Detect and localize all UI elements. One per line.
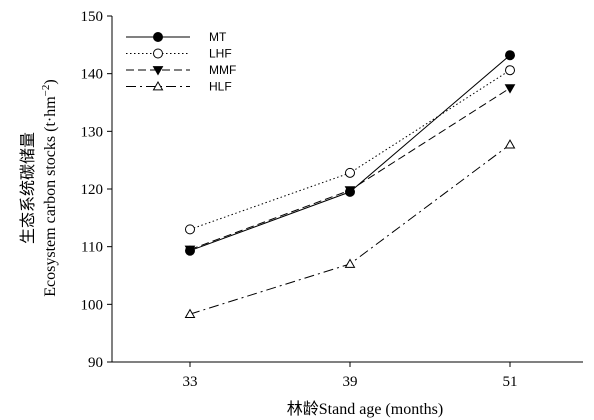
x-tick-label: 39 xyxy=(343,374,358,390)
series-line xyxy=(189,54,511,252)
legend: MT LHF MMF HLF xyxy=(126,30,236,94)
data-point xyxy=(153,32,163,42)
legend-item-mmf: MMF xyxy=(126,63,236,77)
legend-label: MMF xyxy=(209,63,236,77)
x-axis-label: 林龄Stand age (months) xyxy=(287,400,443,418)
data-point xyxy=(505,50,515,61)
series-layer xyxy=(184,50,516,319)
series-line xyxy=(189,69,511,230)
axes: 90 100 110 120 130 140 150 33 39 51 xyxy=(81,9,583,390)
y-tick-label: 140 xyxy=(81,67,104,83)
data-point xyxy=(184,308,196,319)
data-point xyxy=(344,258,356,268)
x-tick-label: 33 xyxy=(183,374,198,390)
legend-item-lhf: LHF xyxy=(126,47,232,61)
data-point xyxy=(504,139,516,149)
y-tick-label: 120 xyxy=(81,182,104,198)
y-tick-label: 150 xyxy=(81,9,104,25)
legend-label: LHF xyxy=(209,47,232,61)
series-lhf xyxy=(185,65,515,235)
legend-item-hlf: HLF xyxy=(126,80,232,94)
data-point xyxy=(152,80,164,91)
y-tick-label: 100 xyxy=(81,297,104,313)
y-axis-label-cn: 生态系统碳储量 xyxy=(19,132,37,244)
data-point xyxy=(184,245,196,256)
y-tick-label: 130 xyxy=(81,124,104,140)
y-axis-label-close: ) xyxy=(42,79,59,84)
data-point xyxy=(185,224,195,235)
data-point xyxy=(152,66,164,76)
legend-item-mt: MT xyxy=(126,30,227,44)
series-mmf xyxy=(184,84,516,256)
data-point xyxy=(504,84,516,94)
legend-label: MT xyxy=(209,30,227,44)
series-hlf xyxy=(184,139,516,319)
y-tick-label: 110 xyxy=(81,240,103,256)
data-point xyxy=(345,167,355,178)
data-point xyxy=(344,186,356,196)
y-axis-label-en: Ecosystem carbon stocks (t·hm−2) xyxy=(40,79,59,296)
data-point xyxy=(153,48,163,59)
y-axis-label-unit-sup: −2 xyxy=(40,85,52,97)
data-point xyxy=(505,65,515,76)
x-tick-label: 51 xyxy=(503,374,518,390)
y-tick-label: 90 xyxy=(88,355,103,371)
y-axis-label-en-main: Ecosystem carbon stocks (t·hm xyxy=(42,96,59,297)
series-mt xyxy=(185,50,515,256)
legend-label: HLF xyxy=(209,80,232,94)
